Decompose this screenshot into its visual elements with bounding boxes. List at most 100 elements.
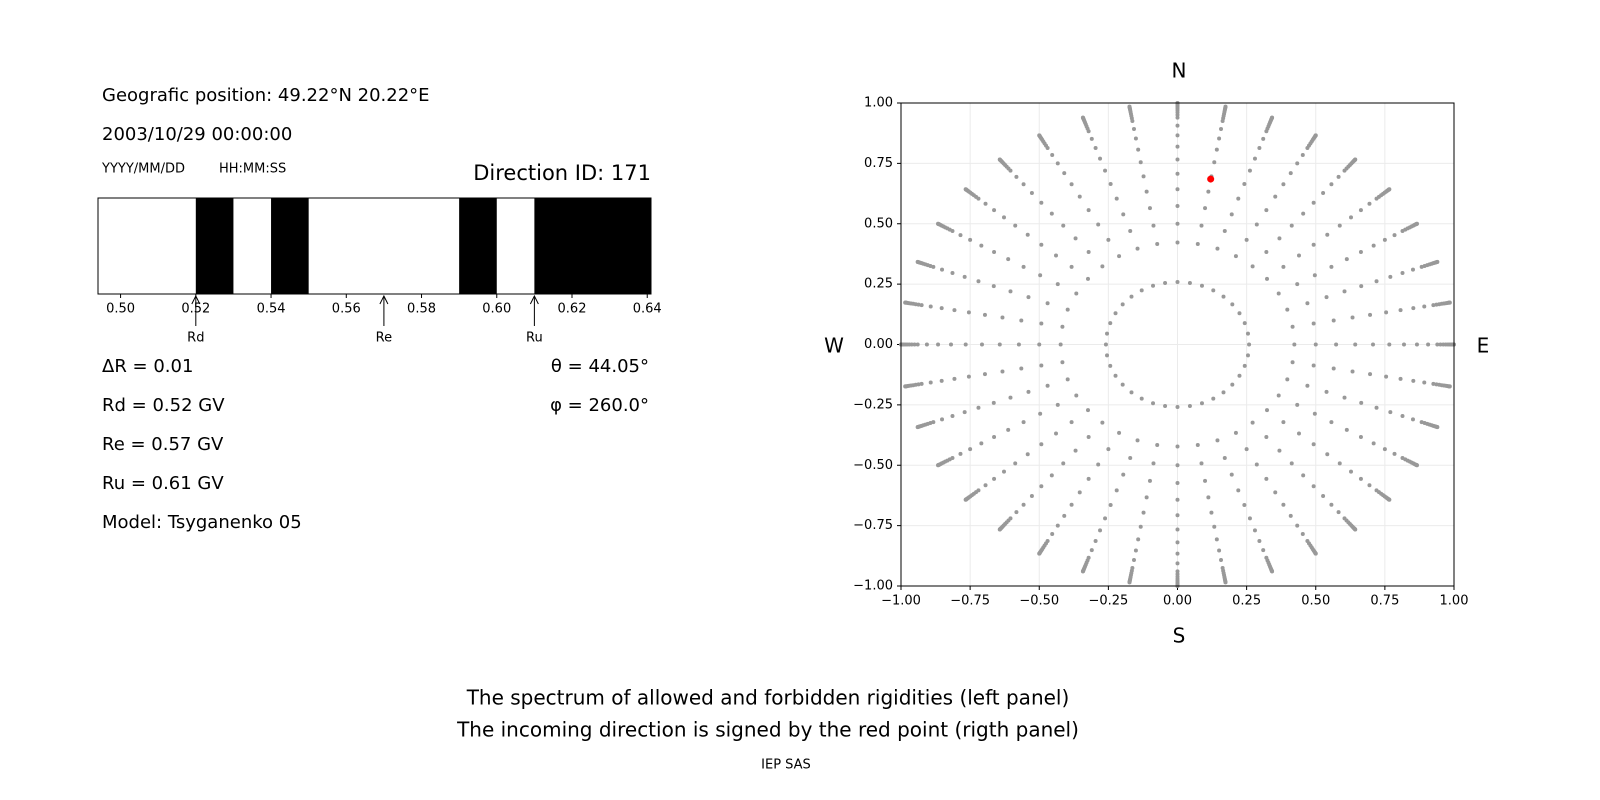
direction-point	[1367, 483, 1372, 488]
direction-point	[1334, 342, 1339, 347]
direction-point	[1131, 558, 1136, 563]
direction-point	[1358, 250, 1363, 255]
direction-point	[1039, 484, 1044, 489]
direction-point	[1321, 190, 1326, 195]
direction-point	[963, 187, 968, 192]
credit: IEP SAS	[761, 758, 811, 773]
direction-point	[1077, 490, 1082, 495]
direction-point	[1312, 411, 1317, 416]
direction-point	[1212, 524, 1217, 529]
direction-point	[992, 476, 997, 481]
direction-point	[1105, 331, 1110, 336]
direction-point	[1264, 434, 1269, 439]
direction-point	[1199, 401, 1204, 406]
direction-point	[1008, 395, 1013, 400]
direction-point	[1175, 540, 1180, 545]
direction-point	[1114, 196, 1119, 201]
direction-point	[1387, 342, 1392, 347]
direction-point	[1127, 104, 1132, 109]
direction-point	[1039, 363, 1044, 368]
direction-point	[1141, 510, 1146, 515]
direction-point	[983, 201, 988, 206]
direction-point	[912, 342, 917, 347]
direction-point	[1277, 236, 1282, 241]
direction-point	[1013, 223, 1018, 228]
direction-point	[963, 342, 968, 347]
direction-point	[1422, 304, 1427, 309]
direction-point	[1069, 502, 1074, 507]
direction-point	[1098, 528, 1103, 533]
direction-point	[1203, 478, 1208, 483]
direction-point	[1321, 494, 1326, 499]
delta-r: ΔR = 0.01	[102, 356, 193, 377]
direction-point	[1336, 510, 1341, 515]
direction-point	[939, 378, 944, 383]
direction-point	[1222, 455, 1227, 460]
direction-point	[1045, 383, 1050, 388]
direction-point	[1285, 307, 1290, 312]
direction-point	[1089, 548, 1094, 553]
direction-point	[1276, 393, 1281, 398]
position: Geografic position: 49.22°N 20.22°E	[102, 85, 430, 106]
direction-point	[1135, 246, 1140, 251]
direction-point	[979, 243, 984, 248]
direction-point	[1055, 402, 1060, 407]
direction-point	[983, 483, 988, 488]
direction-point	[1141, 174, 1146, 179]
direction-point	[1237, 373, 1242, 378]
direction-point	[1265, 276, 1270, 281]
caption-line: The incoming direction is signed by the …	[456, 718, 1079, 742]
direction-point	[1060, 324, 1065, 329]
direction-point	[1288, 171, 1293, 176]
direction-point	[1358, 434, 1363, 439]
direction-point	[1223, 104, 1228, 109]
direction-point	[1045, 301, 1050, 306]
direction-point	[1151, 283, 1156, 288]
direction-point	[1139, 396, 1144, 401]
direction-point	[1069, 420, 1074, 425]
direction-point	[1215, 438, 1220, 443]
direction-point	[1273, 490, 1278, 495]
direction-point	[1229, 472, 1234, 477]
direction-point	[1414, 221, 1419, 226]
direction-point	[1387, 187, 1392, 192]
direction-point	[1313, 551, 1318, 556]
direction-point	[1342, 395, 1347, 400]
direction-point	[1108, 502, 1113, 507]
direction-point	[1001, 469, 1006, 474]
direction-point	[1021, 502, 1026, 507]
direction-point	[982, 312, 987, 317]
direction-point	[1014, 174, 1019, 179]
direction-point	[1290, 324, 1295, 329]
direction-point	[1080, 115, 1085, 120]
direction-point	[1175, 157, 1180, 162]
direction-point	[1233, 254, 1238, 259]
marker-arrowhead	[191, 294, 201, 305]
direction-point	[1108, 363, 1113, 368]
direction-point	[1237, 311, 1242, 316]
direction-point	[1211, 396, 1216, 401]
direction-point	[1085, 276, 1090, 281]
direction-point	[1163, 404, 1168, 409]
direction-point	[1349, 215, 1354, 220]
direction-point	[1103, 168, 1108, 173]
direction-point	[1093, 145, 1098, 150]
marker-arrowhead	[529, 294, 539, 305]
direction-point	[1006, 257, 1011, 262]
y-tick-label: 0.25	[864, 277, 893, 292]
direction-point	[1103, 342, 1108, 347]
direction-point	[1062, 513, 1067, 518]
direction-point	[1151, 401, 1156, 406]
direction-point	[936, 221, 941, 226]
direction-point	[1257, 539, 1262, 544]
direction-point	[1331, 318, 1336, 323]
direction-point	[1230, 382, 1235, 387]
direction-point	[1175, 123, 1180, 128]
direction-point	[1061, 461, 1066, 466]
x-tick-label: 1.00	[1440, 594, 1469, 609]
y-tick-label: 1.00	[864, 96, 893, 111]
direction-point	[1175, 569, 1180, 574]
direction-point	[1138, 524, 1143, 529]
direction-point	[1438, 342, 1443, 347]
direction-point	[1384, 310, 1389, 315]
